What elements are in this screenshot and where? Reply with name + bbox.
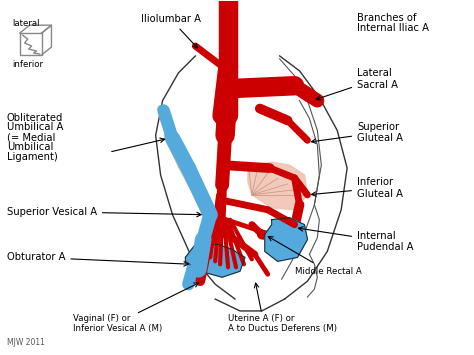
Polygon shape — [185, 245, 245, 277]
Text: inferior: inferior — [12, 60, 43, 69]
Text: Middle Rectal A: Middle Rectal A — [268, 236, 361, 276]
Text: Internal
Pudendal A: Internal Pudendal A — [299, 227, 413, 252]
Text: (= Medial: (= Medial — [7, 132, 55, 142]
Text: Vaginal (F) or: Vaginal (F) or — [73, 314, 131, 323]
Text: MJW 2011: MJW 2011 — [7, 338, 45, 347]
Text: Lateral
Sacral A: Lateral Sacral A — [316, 68, 398, 100]
Text: Inferior Vesical A (M): Inferior Vesical A (M) — [73, 324, 163, 333]
Text: Uterine A (F) or: Uterine A (F) or — [228, 314, 294, 323]
Text: Inferior
Gluteal A: Inferior Gluteal A — [311, 177, 403, 199]
Text: Iliolumbar A: Iliolumbar A — [141, 14, 201, 48]
Text: Umbilical A: Umbilical A — [7, 122, 63, 132]
Text: A to Ductus Deferens (M): A to Ductus Deferens (M) — [228, 324, 337, 333]
Polygon shape — [248, 162, 308, 210]
Text: lateral: lateral — [12, 19, 39, 28]
Text: Superior Vesical A: Superior Vesical A — [7, 207, 201, 217]
Polygon shape — [265, 218, 308, 261]
Text: Branches of: Branches of — [357, 13, 417, 23]
Text: Internal Iliac A: Internal Iliac A — [357, 23, 429, 33]
Text: Umbilical: Umbilical — [7, 142, 53, 152]
Text: Ligament): Ligament) — [7, 152, 57, 162]
Text: Obturator A: Obturator A — [7, 252, 188, 266]
Text: Obliterated: Obliterated — [7, 113, 63, 122]
Text: Superior
Gluteal A: Superior Gluteal A — [311, 121, 403, 143]
